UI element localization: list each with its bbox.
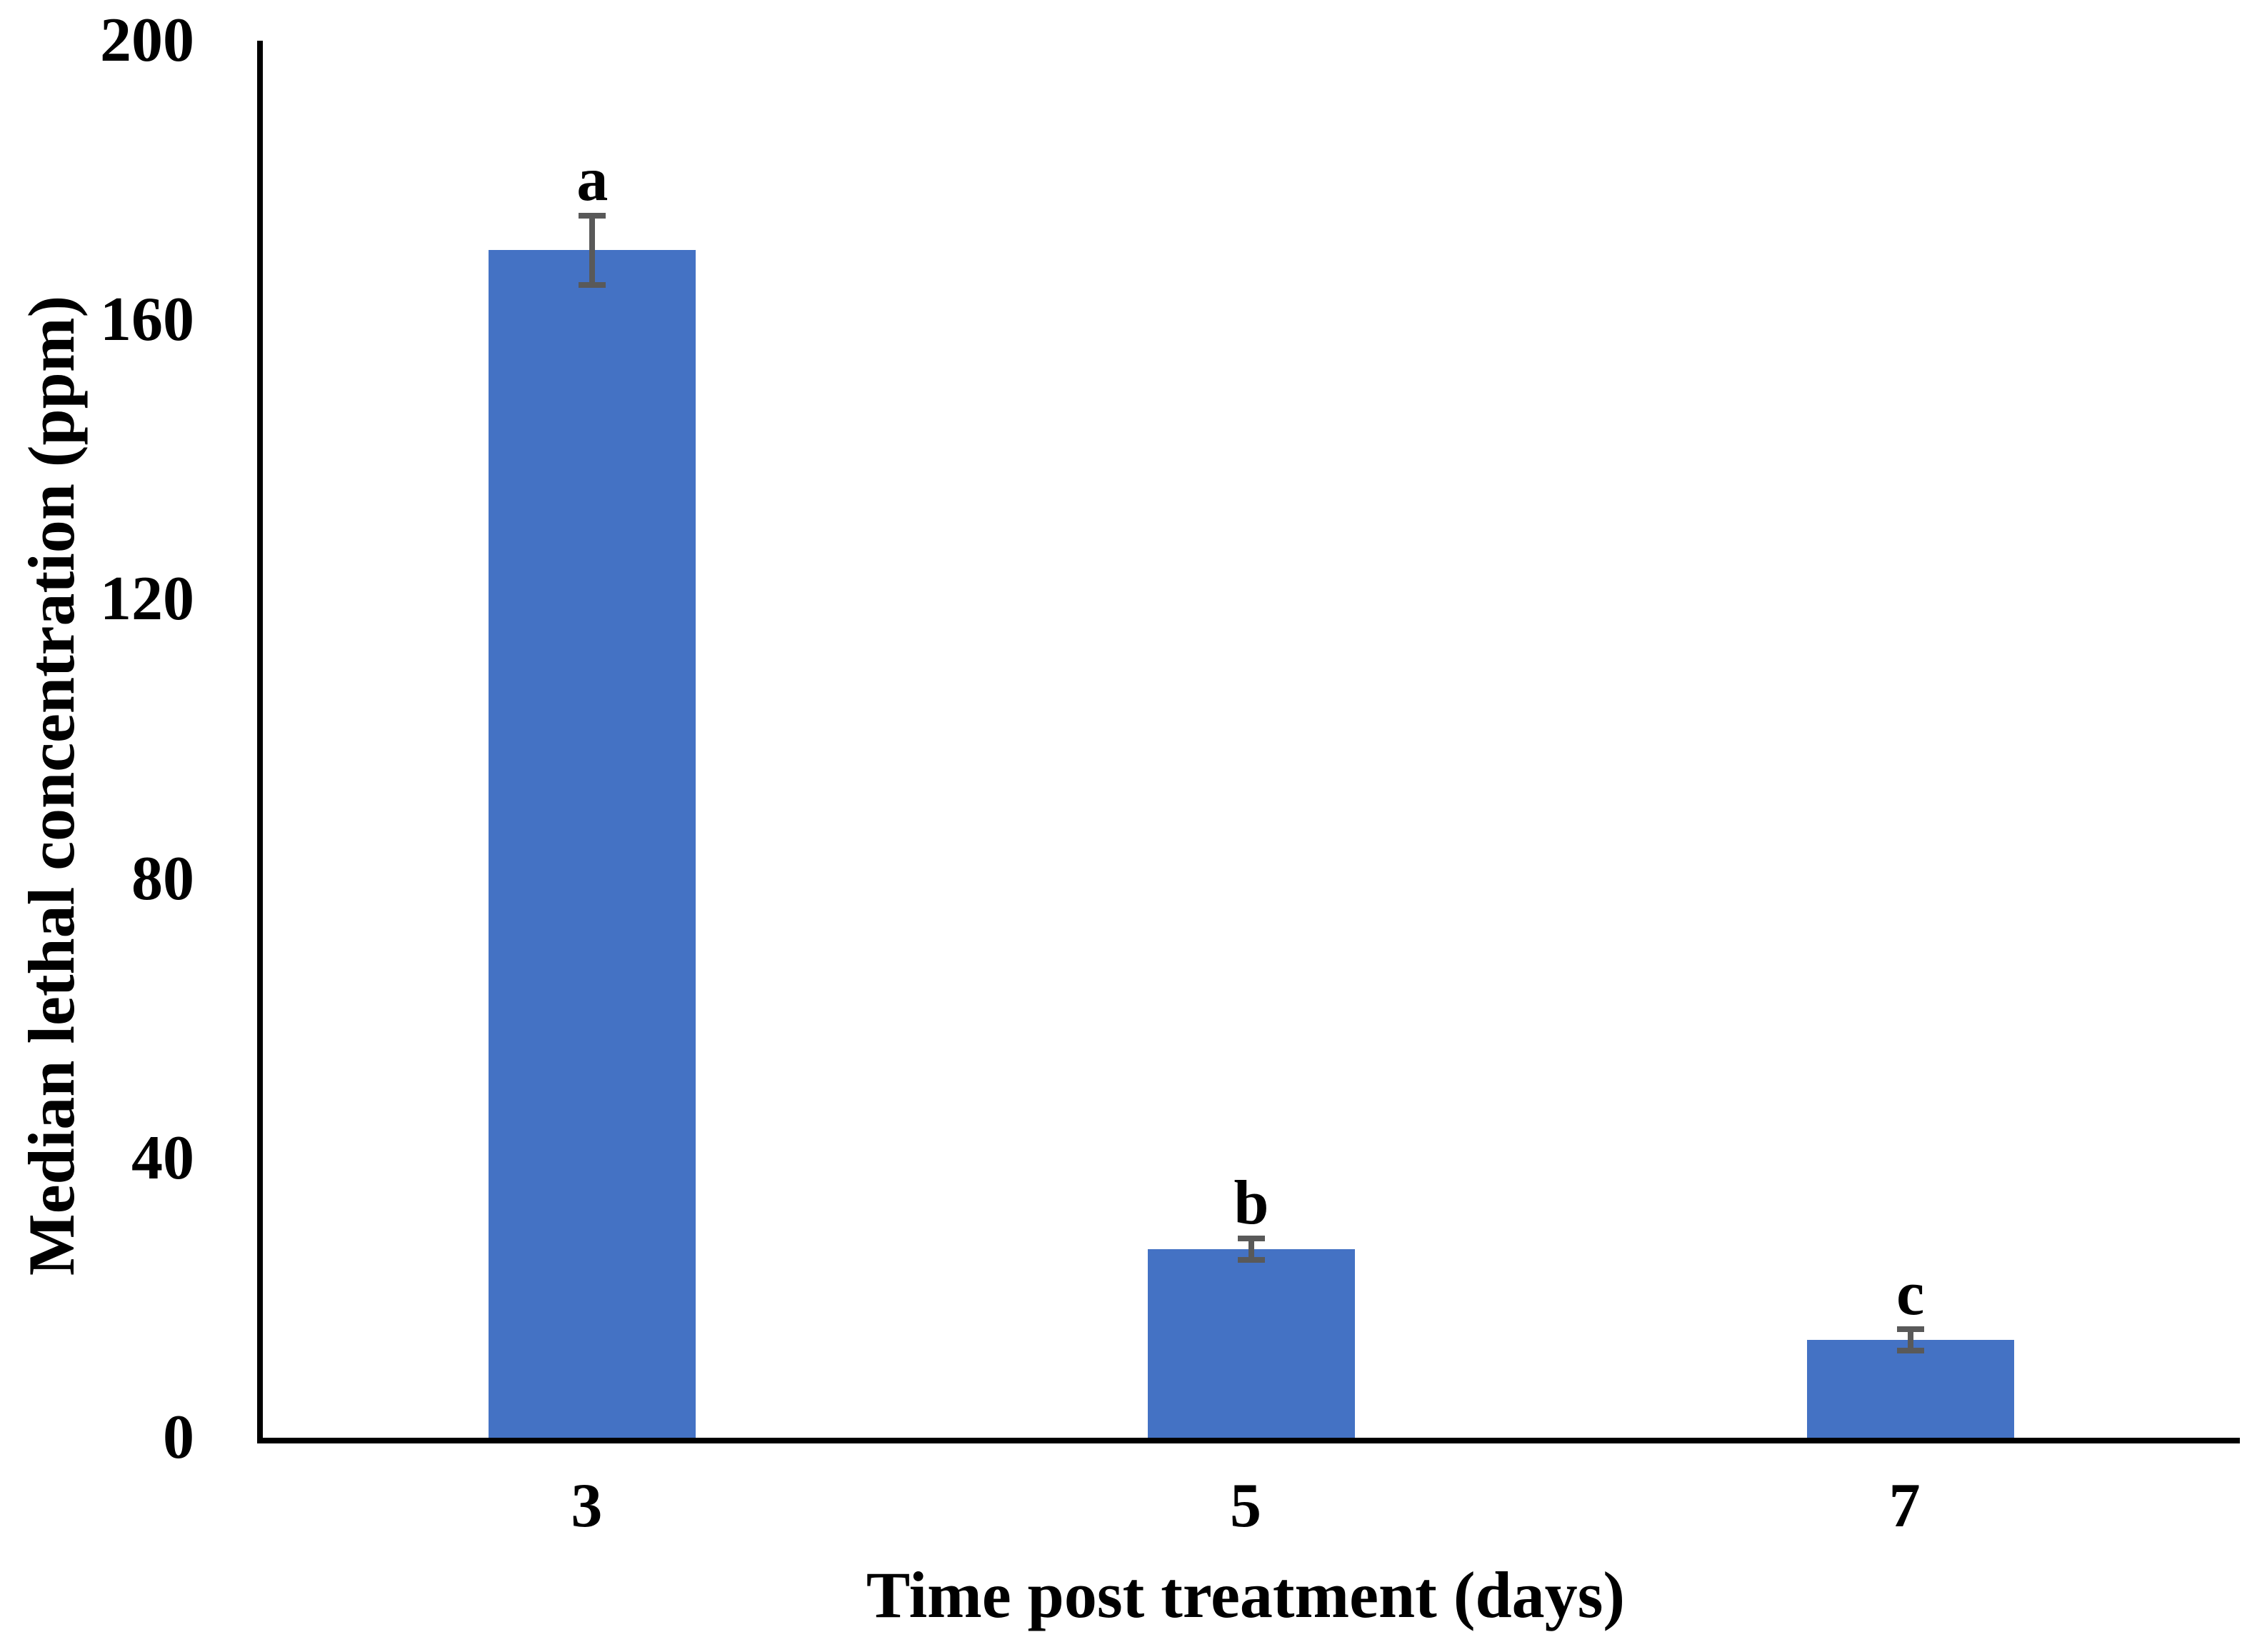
- bar: [1148, 1248, 1355, 1438]
- error-bar-bottom-cap: [1238, 1256, 1265, 1263]
- x-tick-label: 3: [571, 1471, 603, 1541]
- error-bar-top-cap: [579, 212, 606, 219]
- x-axis-tick-labels: 3 5 7: [257, 1463, 2234, 1556]
- x-tick-label: 7: [1888, 1471, 1921, 1541]
- y-tick-label: 0: [163, 1403, 194, 1472]
- error-bar-top-cap: [1896, 1326, 1924, 1333]
- error-bar-bottom-cap: [579, 282, 606, 289]
- bar: [489, 250, 696, 1438]
- significance-letter: c: [1896, 1259, 1925, 1329]
- y-axis-tick-labels: 0 40 80 120 160 200: [0, 6, 194, 1472]
- error-bar-bottom-cap: [1896, 1347, 1924, 1353]
- error-bar-whisker: [1248, 1238, 1254, 1260]
- significance-letter: b: [1233, 1168, 1269, 1238]
- significance-letter: a: [576, 145, 609, 215]
- error-bar-whisker: [589, 215, 596, 286]
- y-tick-label: 40: [131, 1123, 194, 1193]
- bar: [1806, 1340, 2014, 1438]
- x-tick-label: 5: [1230, 1471, 1261, 1541]
- error-bar-whisker: [1907, 1329, 1913, 1351]
- error-bar-top-cap: [1238, 1236, 1265, 1242]
- y-tick-label: 120: [100, 564, 194, 634]
- x-axis-title: Time post treatment (days): [866, 1558, 1626, 1631]
- y-tick-label: 200: [100, 6, 194, 75]
- y-tick-label: 80: [131, 843, 194, 913]
- y-tick-label: 160: [100, 285, 194, 355]
- plot-area: a b c: [257, 41, 2240, 1443]
